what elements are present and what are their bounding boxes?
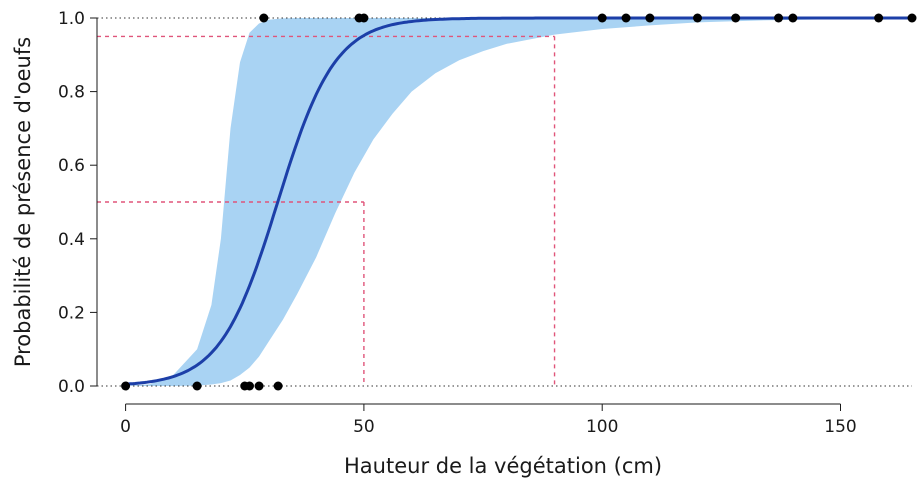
confidence-band bbox=[125, 18, 913, 386]
y-tick-label: 0.8 bbox=[58, 83, 85, 103]
observation-point bbox=[121, 381, 131, 391]
observation-point bbox=[245, 381, 255, 391]
observation-point bbox=[192, 381, 202, 391]
y-tick-label: 1.0 bbox=[58, 9, 85, 29]
observation-point bbox=[774, 13, 784, 23]
observation-point bbox=[273, 381, 283, 391]
axes-layer: 0 50 100 150 0.0 0.2 0.4 0.6 0.8 1.0 bbox=[58, 9, 857, 437]
observation-point bbox=[254, 381, 264, 391]
observation-point bbox=[359, 13, 369, 23]
x-tick-label: 100 bbox=[586, 417, 618, 437]
observation-point bbox=[259, 13, 269, 23]
y-tick-label: 0.0 bbox=[58, 377, 85, 397]
x-tick-label: 50 bbox=[353, 417, 375, 437]
observation-point bbox=[907, 13, 917, 23]
x-axis-title: Hauteur de la végétation (cm) bbox=[344, 454, 662, 478]
y-axis-title: Probabilité de présence d'oeufs bbox=[11, 37, 35, 367]
observation-point bbox=[693, 13, 703, 23]
observation-point bbox=[874, 13, 884, 23]
y-tick-label: 0.4 bbox=[58, 230, 85, 250]
probability-bounds-layer bbox=[97, 17, 912, 387]
observation-points-layer bbox=[121, 13, 917, 391]
confidence-band-layer bbox=[125, 18, 913, 386]
observation-point bbox=[645, 13, 655, 23]
observation-point bbox=[597, 13, 607, 23]
observation-point bbox=[788, 13, 798, 23]
reference-lines-layer bbox=[97, 35, 556, 386]
x-tick-label: 150 bbox=[824, 417, 856, 437]
x-tick-label: 0 bbox=[120, 417, 131, 437]
observation-point bbox=[621, 13, 631, 23]
observation-point bbox=[731, 13, 741, 23]
y-tick-label: 0.6 bbox=[58, 156, 85, 176]
y-tick-label: 0.2 bbox=[58, 303, 85, 323]
